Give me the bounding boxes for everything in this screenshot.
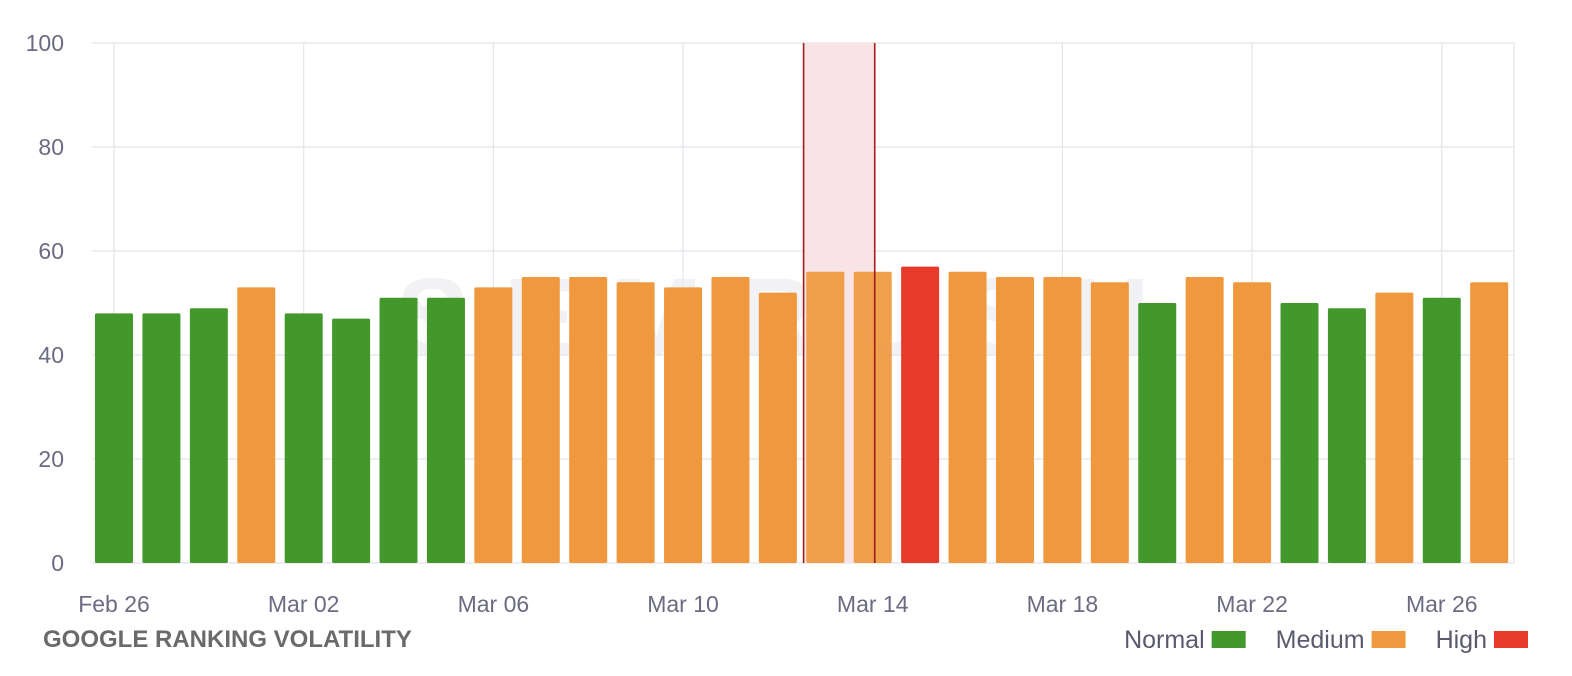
bar-mar-26[interactable] bbox=[1422, 297, 1461, 563]
y-tick-label: 80 bbox=[38, 134, 64, 160]
y-tick-label: 40 bbox=[38, 342, 64, 368]
legend-label-medium: Medium bbox=[1276, 626, 1365, 654]
legend-swatch-medium bbox=[1371, 631, 1406, 648]
bar-mar-16[interactable] bbox=[948, 271, 987, 563]
bar-mar-09[interactable] bbox=[616, 282, 655, 563]
legend-label-normal: Normal bbox=[1124, 626, 1205, 654]
bars bbox=[95, 266, 1509, 563]
bar-mar-22[interactable] bbox=[1233, 282, 1272, 563]
bar-mar-27[interactable] bbox=[1470, 282, 1509, 563]
bar-feb-28[interactable] bbox=[189, 308, 228, 563]
bar-mar-17[interactable] bbox=[995, 277, 1034, 563]
y-axis: 0 20 40 60 80 100 bbox=[26, 30, 64, 576]
y-tick-label: 100 bbox=[26, 30, 64, 56]
legend-item-normal[interactable]: Normal bbox=[1124, 626, 1246, 654]
bar-mar-01[interactable] bbox=[237, 287, 276, 563]
y-tick-label: 60 bbox=[38, 238, 64, 264]
bar-mar-15[interactable] bbox=[901, 266, 940, 563]
legend[interactable]: High Medium Normal bbox=[1124, 626, 1528, 654]
x-tick-label: Mar 02 bbox=[268, 591, 340, 617]
legend-item-high[interactable]: High bbox=[1436, 626, 1528, 654]
bar-mar-10[interactable] bbox=[664, 287, 703, 563]
bar-feb-27[interactable] bbox=[142, 313, 181, 563]
legend-swatch-high bbox=[1494, 631, 1528, 648]
bar-mar-23[interactable] bbox=[1280, 303, 1319, 563]
bar-mar-07[interactable] bbox=[521, 277, 560, 563]
legend-item-medium[interactable]: Medium bbox=[1276, 626, 1406, 654]
bar-mar-08[interactable] bbox=[569, 277, 608, 563]
x-tick-label: Mar 14 bbox=[837, 591, 909, 617]
bar-mar-04[interactable] bbox=[379, 297, 418, 563]
x-tick-label: Mar 10 bbox=[647, 591, 719, 617]
bar-mar-03[interactable] bbox=[332, 318, 371, 563]
legend-swatch-normal bbox=[1211, 631, 1246, 648]
bar-feb-26[interactable] bbox=[95, 313, 133, 563]
x-tick-label: Mar 22 bbox=[1216, 591, 1288, 617]
x-axis: Feb 26 Mar 02 Mar 06 Mar 10 Mar 14 Mar 18 Mar … bbox=[78, 591, 1477, 617]
highlight-lines bbox=[802, 43, 876, 563]
x-tick-label: Mar 06 bbox=[458, 591, 530, 617]
legend-label-high: High bbox=[1436, 626, 1487, 654]
bar-mar-19[interactable] bbox=[1090, 282, 1129, 563]
bar-mar-11[interactable] bbox=[711, 277, 750, 563]
x-tick-label: Mar 18 bbox=[1027, 591, 1099, 617]
bar-mar-06[interactable] bbox=[474, 287, 513, 563]
x-tick-label: Feb 26 bbox=[78, 591, 150, 617]
x-tick-label: Mar 26 bbox=[1406, 591, 1478, 617]
bar-mar-18[interactable] bbox=[1043, 277, 1082, 563]
y-tick-label: 0 bbox=[51, 550, 64, 576]
bar-mar-20[interactable] bbox=[1138, 303, 1177, 563]
bar-mar-24[interactable] bbox=[1327, 308, 1366, 563]
bar-mar-12[interactable] bbox=[758, 292, 797, 563]
bar-mar-02[interactable] bbox=[284, 313, 323, 563]
bar-mar-05[interactable] bbox=[426, 297, 465, 563]
bar-mar-25[interactable] bbox=[1375, 292, 1414, 563]
bar-mar-21[interactable] bbox=[1185, 277, 1224, 563]
bar-mar-14[interactable] bbox=[853, 271, 892, 563]
bar-mar-13[interactable] bbox=[806, 271, 845, 563]
y-tick-label: 20 bbox=[38, 446, 64, 472]
chart-title: GOOGLE RANKING VOLATILITY bbox=[43, 626, 412, 653]
